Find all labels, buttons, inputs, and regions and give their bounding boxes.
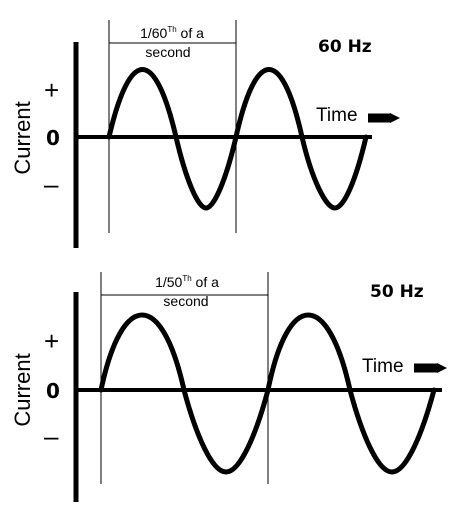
zero-label: 0	[46, 126, 60, 150]
time-label: Time	[362, 356, 404, 377]
period-label-line2: second	[145, 44, 190, 60]
sine-wave-50hz	[98, 312, 437, 475]
minus-label: –	[44, 421, 59, 451]
plus-label: +	[44, 75, 59, 105]
minus-label: –	[44, 169, 59, 199]
frequency-label: 50 Hz	[370, 282, 424, 302]
y-axis-label: Current	[10, 101, 35, 174]
period-label: 1/50Th of a	[155, 274, 219, 290]
frequency-label: 60 Hz	[318, 37, 372, 57]
sine-wave-60hz	[106, 67, 369, 211]
zero-label: 0	[46, 379, 60, 403]
period-label-line2: second	[163, 293, 208, 309]
panel-50hz: 1/50Th of a second 50 Hz Time + 0 – Curr…	[10, 272, 447, 502]
time-label: Time	[316, 105, 358, 126]
plus-label: +	[44, 326, 59, 356]
y-axis-label: Current	[10, 353, 35, 426]
period-label: 1/60Th of a	[140, 25, 204, 41]
panel-60hz: 1/60Th of a second 60 Hz Time + 0 – Curr…	[10, 20, 400, 248]
